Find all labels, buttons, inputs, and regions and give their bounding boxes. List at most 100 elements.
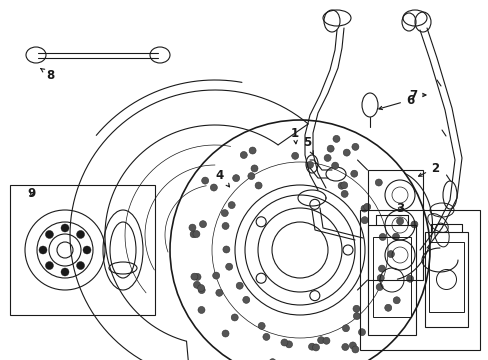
Circle shape (221, 210, 228, 217)
Circle shape (45, 230, 53, 238)
Circle shape (341, 343, 348, 351)
Circle shape (291, 152, 298, 159)
Circle shape (193, 230, 200, 238)
Circle shape (256, 273, 265, 283)
Circle shape (331, 162, 338, 169)
Circle shape (225, 263, 232, 270)
Text: 2: 2 (418, 162, 438, 176)
Circle shape (351, 143, 358, 150)
Circle shape (363, 203, 370, 210)
Circle shape (306, 161, 313, 168)
Circle shape (223, 246, 229, 253)
Circle shape (61, 268, 69, 276)
Circle shape (250, 165, 258, 172)
Circle shape (83, 246, 91, 254)
Bar (367, 225, 415, 335)
Circle shape (198, 306, 204, 314)
Circle shape (199, 221, 206, 228)
Circle shape (406, 275, 413, 282)
Circle shape (280, 339, 287, 346)
Bar (367, 170, 422, 280)
Circle shape (215, 289, 223, 296)
Circle shape (312, 344, 319, 351)
Circle shape (268, 359, 276, 360)
Circle shape (352, 305, 359, 312)
Circle shape (231, 314, 238, 321)
Circle shape (212, 272, 219, 279)
Bar (359, 210, 479, 350)
Circle shape (309, 291, 319, 301)
Text: 7: 7 (408, 89, 425, 102)
Circle shape (77, 262, 84, 270)
Bar (424, 232, 467, 327)
Circle shape (378, 265, 385, 272)
Circle shape (190, 231, 197, 238)
Circle shape (45, 262, 53, 270)
Bar (10, 185, 155, 315)
Circle shape (263, 333, 269, 340)
Circle shape (236, 282, 243, 289)
Text: 9: 9 (28, 186, 36, 199)
Circle shape (228, 202, 235, 208)
Circle shape (222, 330, 228, 337)
Circle shape (340, 182, 347, 189)
Circle shape (348, 342, 356, 349)
Circle shape (232, 175, 239, 182)
Circle shape (342, 245, 352, 255)
Text: 4: 4 (215, 168, 229, 187)
Circle shape (201, 177, 208, 184)
Circle shape (258, 323, 264, 329)
Circle shape (197, 284, 204, 292)
Circle shape (410, 221, 417, 228)
Circle shape (198, 287, 205, 293)
Circle shape (256, 217, 265, 227)
Circle shape (341, 190, 347, 197)
Circle shape (376, 274, 384, 282)
Circle shape (343, 149, 349, 156)
Circle shape (194, 274, 201, 280)
Circle shape (384, 304, 391, 311)
Circle shape (358, 329, 365, 336)
Circle shape (255, 182, 262, 189)
Circle shape (337, 182, 345, 189)
Circle shape (350, 170, 357, 177)
Circle shape (61, 224, 69, 232)
Circle shape (77, 230, 84, 238)
Circle shape (193, 281, 200, 288)
Circle shape (324, 154, 330, 161)
Circle shape (247, 172, 254, 180)
Bar (372, 237, 410, 317)
Circle shape (285, 341, 292, 348)
Circle shape (392, 233, 399, 240)
Circle shape (375, 284, 383, 291)
Text: 8: 8 (41, 68, 54, 81)
Circle shape (222, 222, 228, 229)
Circle shape (39, 246, 47, 254)
Circle shape (326, 145, 333, 152)
Bar (428, 242, 463, 312)
Circle shape (308, 343, 315, 350)
Circle shape (332, 135, 339, 142)
Circle shape (396, 218, 403, 225)
Circle shape (342, 325, 349, 332)
Circle shape (322, 337, 329, 344)
Circle shape (188, 224, 196, 231)
Circle shape (392, 297, 399, 304)
Text: 6: 6 (378, 94, 413, 109)
Text: 1: 1 (290, 126, 299, 144)
Circle shape (248, 147, 256, 154)
Circle shape (242, 296, 249, 303)
Circle shape (361, 217, 367, 224)
Circle shape (386, 251, 394, 258)
Circle shape (353, 312, 360, 320)
Circle shape (374, 179, 382, 186)
Circle shape (309, 199, 319, 210)
Text: 5: 5 (302, 135, 313, 154)
Circle shape (317, 337, 324, 344)
Circle shape (351, 346, 358, 353)
Circle shape (210, 184, 217, 191)
Text: 3: 3 (395, 202, 403, 215)
Circle shape (190, 273, 198, 280)
Circle shape (378, 234, 386, 240)
Circle shape (360, 205, 367, 212)
